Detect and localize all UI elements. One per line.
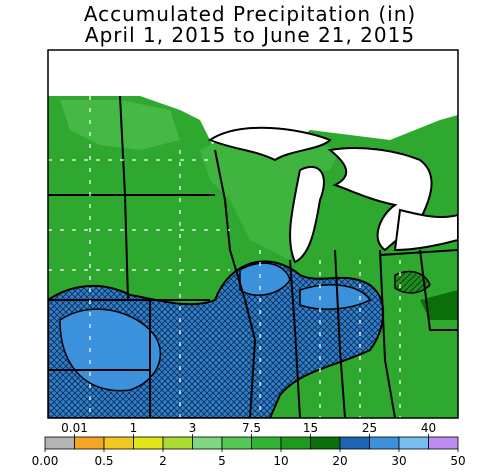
colorbar-label: 0.01 bbox=[61, 421, 88, 435]
colorbar-label: 0.5 bbox=[94, 454, 113, 468]
colorbar-label: 2 bbox=[159, 454, 167, 468]
colorbar-label: 50 bbox=[450, 454, 465, 468]
colorbar-label: 30 bbox=[391, 454, 406, 468]
colorbar-bin bbox=[192, 436, 223, 450]
colorbar-bin bbox=[339, 436, 370, 450]
colorbar-bin bbox=[428, 436, 459, 450]
colorbar-label: 1 bbox=[130, 421, 138, 435]
colorbar-label: 40 bbox=[421, 421, 436, 435]
colorbar-bin bbox=[251, 436, 282, 450]
colorbar-bin bbox=[44, 436, 75, 450]
colorbar-label: 0.00 bbox=[32, 454, 59, 468]
colorbar-label: 15 bbox=[303, 421, 318, 435]
colorbar: 0.00 0.01 0.5 1 2 3 5 7.5 10 15 20 25 30 40 50 bbox=[32, 421, 466, 468]
colorbar-bin bbox=[280, 436, 311, 450]
colorbar-bin bbox=[103, 436, 134, 450]
map bbox=[48, 50, 458, 418]
colorbar-bin bbox=[221, 436, 252, 450]
colorbar-label: 25 bbox=[362, 421, 377, 435]
colorbar-label: 10 bbox=[273, 454, 288, 468]
colorbar-bin bbox=[310, 436, 341, 450]
colorbar-label: 5 bbox=[218, 454, 226, 468]
colorbar-bin bbox=[74, 436, 105, 450]
colorbar-label: 3 bbox=[189, 421, 197, 435]
title-line: April 1, 2015 to June 21, 2015 bbox=[85, 23, 415, 47]
colorbar-bin bbox=[398, 436, 429, 450]
title-line: Accumulated Precipitation (in) bbox=[84, 2, 416, 26]
colorbar-bin bbox=[133, 436, 164, 450]
colorbar-label: 20 bbox=[332, 454, 347, 468]
colorbar-bin bbox=[162, 436, 193, 450]
colorbar-label: 7.5 bbox=[242, 421, 261, 435]
colorbar-bin bbox=[369, 436, 400, 450]
map-frame bbox=[47, 49, 459, 419]
